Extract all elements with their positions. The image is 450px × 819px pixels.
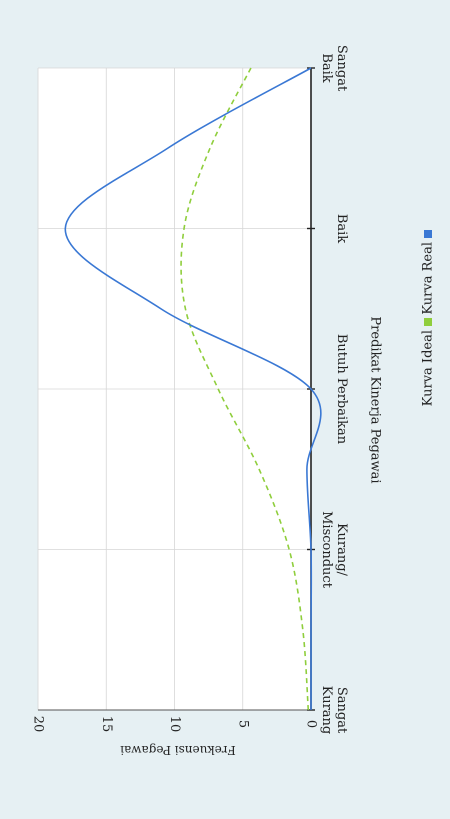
category-label: Kurang/Misconduct — [319, 511, 349, 589]
category-label-text: Baik — [334, 214, 349, 243]
category-label-line: Butuh Perbaikan — [334, 334, 349, 445]
value-axis-title: Frekuensi Pegawai — [120, 743, 236, 757]
legend-swatch — [424, 230, 432, 238]
category-label: SangatBaik — [319, 45, 349, 92]
category-label-line: Kurang/ — [334, 523, 349, 576]
category-axis-title: Predikat Kinerja Pegawai — [368, 316, 383, 483]
value-tick-label: 10 — [167, 716, 182, 733]
category-label: SangatKurang — [319, 686, 349, 734]
category-label: Butuh Perbaikan — [334, 334, 349, 445]
series-line-real — [64, 67, 322, 710]
value-tick-label: 5 — [235, 720, 250, 728]
category-label-line: Baik — [334, 214, 349, 243]
category-label-text: SangatKurang — [319, 686, 349, 734]
category-label-line: Sangat — [334, 687, 349, 734]
value-tick-label: 15 — [99, 716, 114, 733]
category-label-line: Kurang — [319, 686, 334, 734]
legend-swatch — [424, 318, 432, 326]
category-label: Baik — [334, 214, 349, 243]
category-label-line: Sangat — [334, 45, 349, 92]
value-tick-label: 0 — [304, 720, 319, 728]
legend-label: Kurva Real — [421, 242, 436, 315]
category-label-line: Baik — [319, 53, 334, 82]
category-label-line: Misconduct — [319, 511, 334, 589]
series-line-ideal — [180, 67, 310, 711]
legend-label: Kurva Ideal — [421, 330, 436, 406]
category-label-text: Kurang/Misconduct — [319, 511, 349, 589]
category-label-text: SangatBaik — [319, 45, 349, 92]
value-tick-label: 20 — [31, 716, 46, 733]
category-label-text: Butuh Perbaikan — [334, 334, 349, 445]
